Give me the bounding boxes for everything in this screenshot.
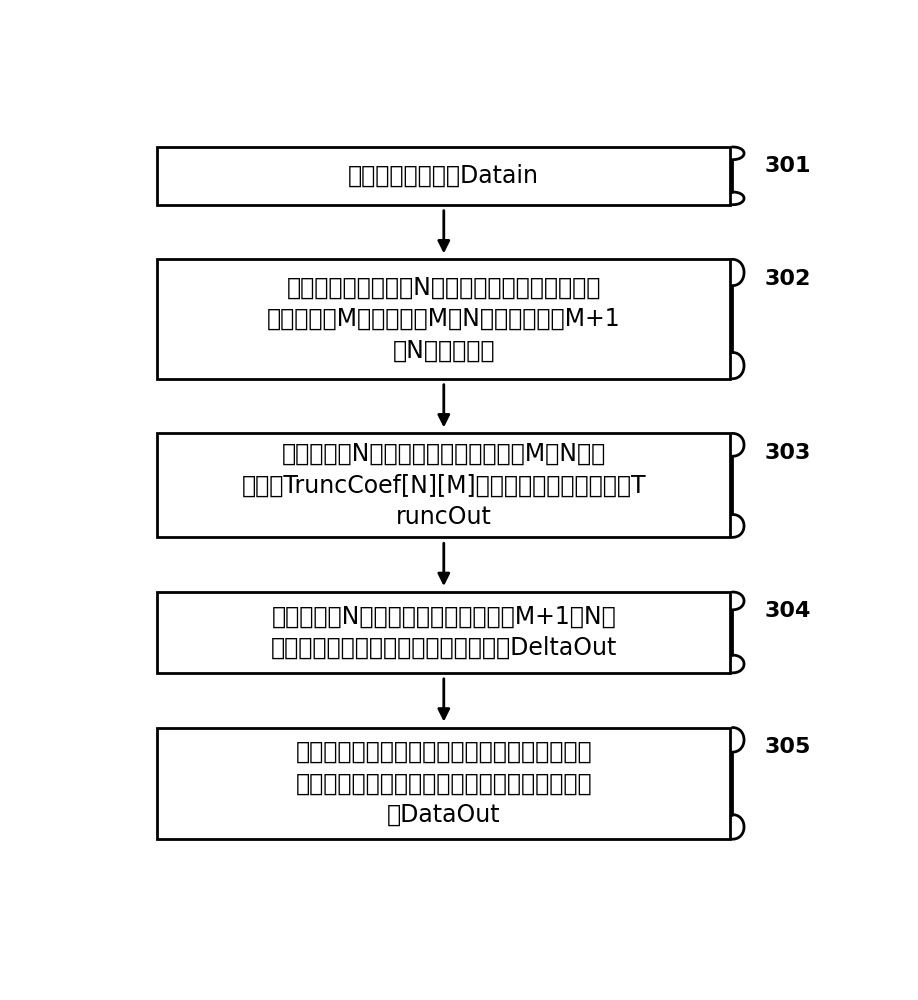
Text: 根据确定的N个输入采样信号以及所述M组N阶滤
波系数TruncCoef[N][M]，计算输出采样信号的值T
runcOut: 根据确定的N个输入采样信号以及所述M组N阶滤 波系数TruncCoef[N][M…: [241, 442, 646, 529]
Text: 301: 301: [765, 156, 811, 176]
FancyBboxPatch shape: [158, 259, 730, 379]
FancyBboxPatch shape: [158, 728, 730, 839]
Text: 305: 305: [765, 737, 811, 757]
FancyBboxPatch shape: [158, 433, 730, 537]
Text: 302: 302: [765, 269, 811, 289]
Text: 利用所述输出采样信号的补偿值对所述输出采样
信号的值进行补偿，得到重采样后的输出采样信
号DataOut: 利用所述输出采样信号的补偿值对所述输出采样 信号的值进行补偿，得到重采样后的输出…: [296, 740, 592, 827]
Text: 303: 303: [765, 443, 811, 463]
FancyBboxPatch shape: [158, 147, 730, 205]
Text: 根据确定的N个输入采样信号以及所述M+1组N阶
滤波系数，计算输出采样信号的补偿值DeltaOut: 根据确定的N个输入采样信号以及所述M+1组N阶 滤波系数，计算输出采样信号的补偿…: [271, 605, 617, 660]
FancyBboxPatch shape: [158, 592, 730, 673]
Text: 确定输入采样信号Datain: 确定输入采样信号Datain: [348, 164, 539, 188]
Text: 304: 304: [765, 601, 811, 621]
Text: 根据预设的滤波阶数N以及相邻两个输入采样信号
间的相位数M，分别生成M组N阶滤波系数和M+1
组N阶滤波系数: 根据预设的滤波阶数N以及相邻两个输入采样信号 间的相位数M，分别生成M组N阶滤波…: [267, 275, 621, 363]
